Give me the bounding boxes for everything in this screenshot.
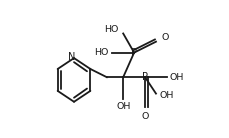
Text: HO: HO [94,48,108,57]
Text: P: P [142,72,147,82]
Text: OH: OH [159,91,173,100]
Text: O: O [161,33,168,42]
Text: OH: OH [169,73,183,82]
Text: O: O [141,112,148,121]
Text: HO: HO [104,25,118,34]
Text: P: P [131,48,136,58]
Text: OH: OH [115,102,130,111]
Text: N: N [68,52,75,62]
